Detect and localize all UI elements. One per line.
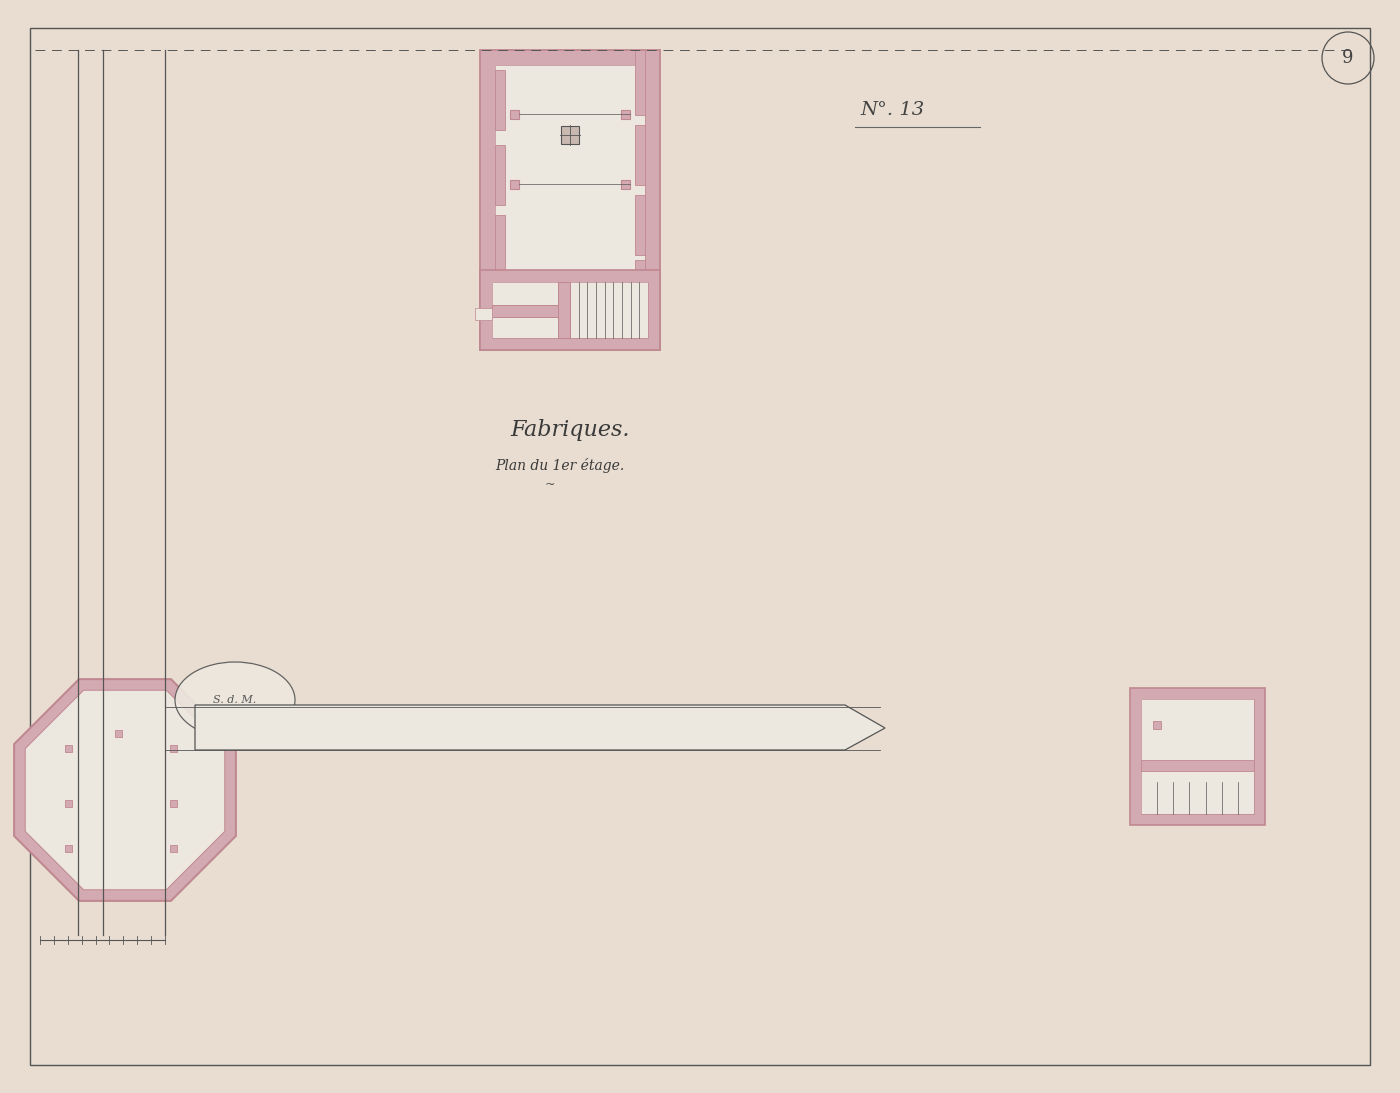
Bar — [1130, 687, 1266, 825]
Ellipse shape — [175, 662, 295, 738]
Bar — [491, 305, 559, 317]
Text: N°. 13: N°. 13 — [860, 101, 924, 119]
Bar — [636, 195, 645, 255]
Bar — [491, 282, 648, 338]
Bar — [480, 270, 659, 350]
Bar — [480, 50, 659, 350]
Bar — [561, 126, 580, 144]
Text: S. d. M.: S. d. M. — [213, 695, 256, 705]
Bar — [496, 64, 645, 334]
Text: Fabriques.: Fabriques. — [510, 419, 630, 440]
Bar — [64, 845, 71, 853]
Bar — [1141, 700, 1254, 814]
Bar — [115, 730, 122, 737]
Bar — [64, 800, 71, 807]
Bar — [510, 110, 519, 119]
Bar — [636, 260, 645, 310]
Bar — [496, 64, 645, 334]
Bar — [496, 70, 505, 130]
Bar — [510, 180, 519, 189]
Bar — [496, 215, 505, 270]
Bar — [475, 308, 491, 320]
Text: 9: 9 — [1343, 49, 1354, 67]
Polygon shape — [25, 690, 225, 890]
Bar — [169, 800, 176, 807]
Bar — [496, 145, 505, 205]
Polygon shape — [14, 679, 235, 901]
Bar — [622, 110, 630, 119]
Text: Plan du 1er étage.: Plan du 1er étage. — [496, 458, 624, 472]
Bar — [1154, 721, 1161, 729]
Bar — [1141, 760, 1254, 771]
Text: ~: ~ — [545, 479, 556, 492]
Bar — [636, 125, 645, 185]
Bar — [636, 50, 645, 115]
Polygon shape — [195, 705, 885, 750]
Bar — [64, 745, 71, 752]
Bar — [169, 745, 176, 752]
Bar — [169, 845, 176, 853]
Bar — [1141, 700, 1254, 814]
Bar — [559, 282, 570, 338]
Bar — [622, 180, 630, 189]
Bar — [491, 282, 648, 338]
